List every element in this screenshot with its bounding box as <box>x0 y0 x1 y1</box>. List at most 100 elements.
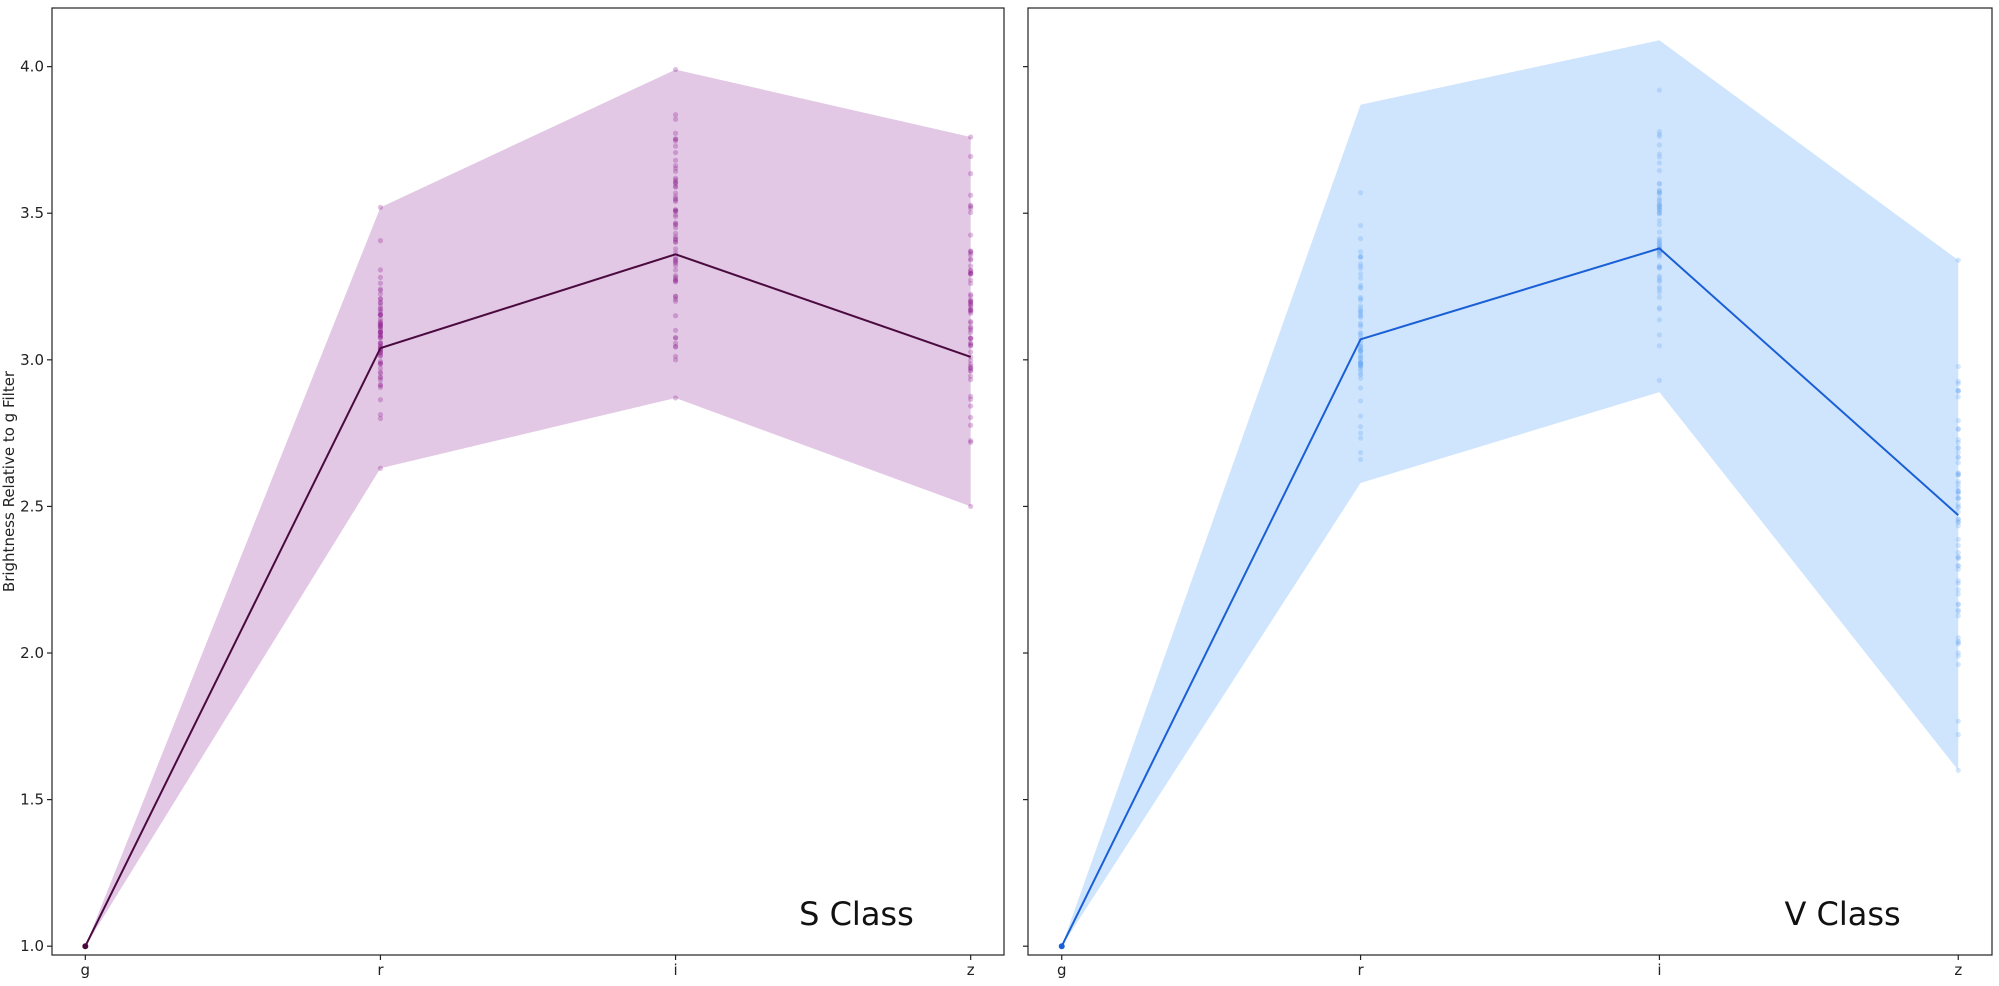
data-point <box>672 222 679 228</box>
data-point <box>377 287 384 294</box>
data-point <box>1357 371 1364 377</box>
data-point <box>1955 489 1961 495</box>
data-point <box>1955 661 1961 668</box>
data-point <box>1955 718 1961 724</box>
data-point <box>968 324 974 330</box>
data-point <box>377 382 384 388</box>
data-point <box>1357 285 1364 291</box>
data-point <box>1656 306 1663 312</box>
data-point <box>968 301 974 307</box>
data-point <box>672 277 679 283</box>
data-point <box>1357 305 1364 312</box>
data-point <box>968 439 974 445</box>
data-point <box>377 296 384 302</box>
data-point <box>1955 460 1961 466</box>
data-point <box>1357 254 1364 260</box>
data-point <box>1357 253 1364 260</box>
data-point <box>1656 222 1663 228</box>
data-point <box>672 157 679 163</box>
data-point <box>1357 343 1364 350</box>
data-point <box>968 368 974 374</box>
data-point <box>1656 154 1663 160</box>
data-point <box>1656 240 1663 247</box>
data-point <box>672 230 679 236</box>
data-point <box>672 343 679 349</box>
data-point <box>1955 505 1961 511</box>
data-point <box>1656 264 1663 271</box>
data-point <box>672 254 679 261</box>
data-point <box>1955 454 1961 460</box>
data-point <box>1357 310 1364 316</box>
data-point <box>1955 519 1961 525</box>
data-point <box>1656 278 1663 284</box>
data-point <box>1656 250 1663 256</box>
data-point <box>377 353 384 359</box>
data-point <box>968 270 974 276</box>
data-point <box>1357 363 1364 369</box>
data-point <box>968 363 974 369</box>
data-point <box>1656 207 1663 213</box>
data-point <box>1955 563 1961 569</box>
data-point <box>1656 87 1663 93</box>
data-point <box>377 332 384 338</box>
data-point <box>1955 555 1961 561</box>
data-point <box>1955 472 1961 478</box>
data-point <box>1357 363 1364 369</box>
data-point <box>968 267 974 274</box>
data-point <box>672 208 679 214</box>
data-point <box>1955 602 1961 608</box>
data-point <box>377 311 384 317</box>
data-point <box>968 293 974 299</box>
y-tick-label: 2.0 <box>20 644 44 662</box>
y-tick-label: 3.5 <box>20 204 44 222</box>
data-point <box>377 397 384 403</box>
data-point <box>1357 222 1364 229</box>
data-point <box>968 257 974 263</box>
data-point <box>672 66 679 73</box>
data-point <box>1357 362 1364 368</box>
data-point <box>1357 375 1364 382</box>
data-point <box>968 357 974 364</box>
data-point <box>377 365 384 371</box>
data-point <box>1955 257 1961 263</box>
data-point <box>377 323 384 330</box>
data-point <box>377 312 384 318</box>
data-point <box>968 134 974 140</box>
data-point <box>1357 413 1364 419</box>
data-point <box>968 202 974 208</box>
data-point <box>968 343 974 349</box>
data-point <box>672 274 679 280</box>
data-point <box>1955 503 1961 510</box>
data-point <box>1357 348 1364 354</box>
data-point <box>377 320 384 326</box>
data-point <box>672 165 679 171</box>
data-point <box>672 212 679 218</box>
data-point <box>1955 445 1961 451</box>
data-point <box>1357 347 1364 353</box>
x-tick-label: i <box>673 961 677 979</box>
data-point <box>377 274 384 281</box>
data-point <box>1357 282 1364 288</box>
data-point <box>1656 305 1663 311</box>
data-point <box>1955 481 1961 487</box>
data-point <box>377 325 384 331</box>
data-point <box>377 329 384 335</box>
data-point <box>672 221 679 227</box>
data-point <box>968 307 974 313</box>
data-point <box>968 361 974 367</box>
data-point <box>377 204 384 210</box>
data-point <box>377 303 384 309</box>
data-point <box>1357 284 1364 290</box>
data-point <box>1357 275 1364 281</box>
data-point <box>968 349 974 355</box>
data-point <box>672 267 679 273</box>
data-point <box>1357 366 1364 372</box>
data-point <box>1357 308 1364 314</box>
data-point <box>1955 555 1961 562</box>
data-point <box>1955 496 1961 502</box>
data-point <box>1955 378 1961 384</box>
data-point <box>1357 294 1364 300</box>
data-point <box>968 396 974 402</box>
